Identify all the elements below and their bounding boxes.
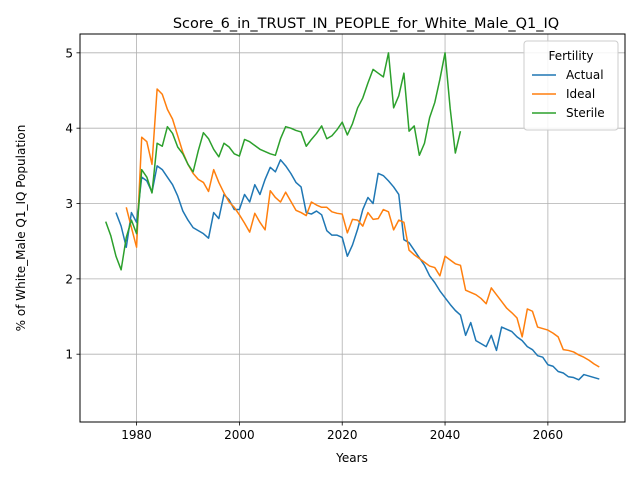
x-tick-label: 2040 bbox=[430, 428, 461, 442]
y-axis-label: % of White_Male Q1_IQ Population bbox=[14, 125, 28, 332]
series-line-actual bbox=[115, 159, 600, 381]
y-tick-label: 1 bbox=[65, 348, 73, 362]
y-tick-label: 3 bbox=[65, 197, 73, 211]
x-tick-label: 1980 bbox=[121, 428, 152, 442]
x-tick-label: 2060 bbox=[533, 428, 564, 442]
series-layer bbox=[105, 52, 600, 381]
x-axis-label: Years bbox=[335, 451, 368, 465]
y-tick-label: 4 bbox=[65, 122, 73, 136]
legend-title: Fertility bbox=[548, 49, 593, 63]
series-line-ideal bbox=[125, 88, 600, 368]
y-axis-ticks: 1 2 3 4 5 bbox=[65, 46, 80, 362]
legend-label-sterile: Sterile bbox=[566, 106, 605, 120]
legend: Fertility Actual Ideal Sterile bbox=[523, 40, 619, 131]
legend-label-ideal: Ideal bbox=[566, 87, 595, 101]
y-tick-label: 2 bbox=[65, 272, 73, 286]
legend-box bbox=[523, 40, 619, 131]
y-tick-label: 5 bbox=[65, 46, 73, 60]
x-tick-label: 2000 bbox=[224, 428, 255, 442]
x-tick-label: 2020 bbox=[327, 428, 358, 442]
chart-title: Score_6_in_TRUST_IN_PEOPLE_for_White_Mal… bbox=[173, 16, 559, 32]
x-axis-ticks: 1980 2000 2020 2040 2060 bbox=[121, 422, 563, 442]
plot-area-frame bbox=[79, 33, 626, 423]
series-line-sterile bbox=[105, 52, 462, 271]
legend-label-actual: Actual bbox=[566, 68, 604, 82]
